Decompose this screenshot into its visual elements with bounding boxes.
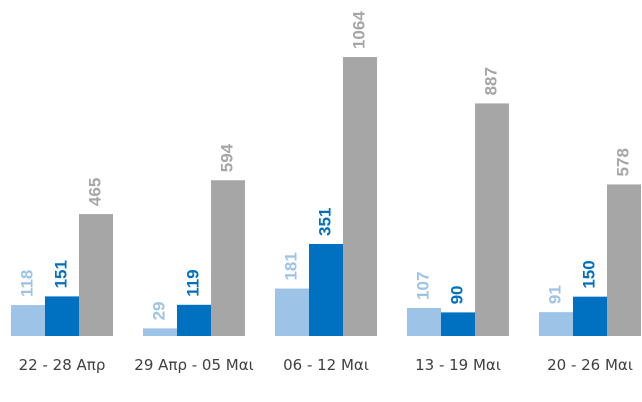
bar [143, 328, 177, 336]
data-label: 91 [545, 285, 564, 304]
data-label: 107 [413, 272, 432, 300]
x-tick-label: 20 - 26 Μαι [547, 356, 633, 374]
bar [79, 214, 113, 336]
bar [11, 305, 45, 336]
data-label: 118 [17, 270, 36, 297]
bar [441, 312, 475, 336]
bar [475, 103, 509, 337]
data-label: 29 [149, 301, 168, 320]
x-tick-label: 22 - 28 Απρ [18, 356, 106, 374]
bar [539, 312, 573, 336]
bar [407, 307, 441, 336]
data-label: 150 [579, 260, 598, 288]
x-tick-label: 06 - 12 Μαι [283, 356, 369, 374]
data-label: 1064 [349, 11, 368, 49]
bar [343, 57, 377, 337]
x-tick-label: 29 Απρ - 05 Μαι [134, 356, 254, 374]
data-label: 887 [481, 67, 500, 95]
data-label: 351 [315, 208, 334, 236]
data-label: 90 [447, 285, 466, 304]
data-label: 151 [51, 260, 70, 288]
data-label: 594 [217, 143, 236, 172]
x-tick-label: 13 - 19 Μαι [415, 356, 501, 374]
bar [211, 180, 245, 336]
bar [607, 184, 641, 336]
data-label: 181 [281, 252, 300, 280]
bar [275, 288, 309, 336]
data-label: 578 [613, 148, 632, 176]
bar [309, 243, 343, 336]
data-label: 465 [85, 178, 104, 206]
bar [45, 296, 79, 336]
bar [177, 304, 211, 336]
data-label: 119 [183, 269, 202, 296]
bar [573, 296, 607, 336]
